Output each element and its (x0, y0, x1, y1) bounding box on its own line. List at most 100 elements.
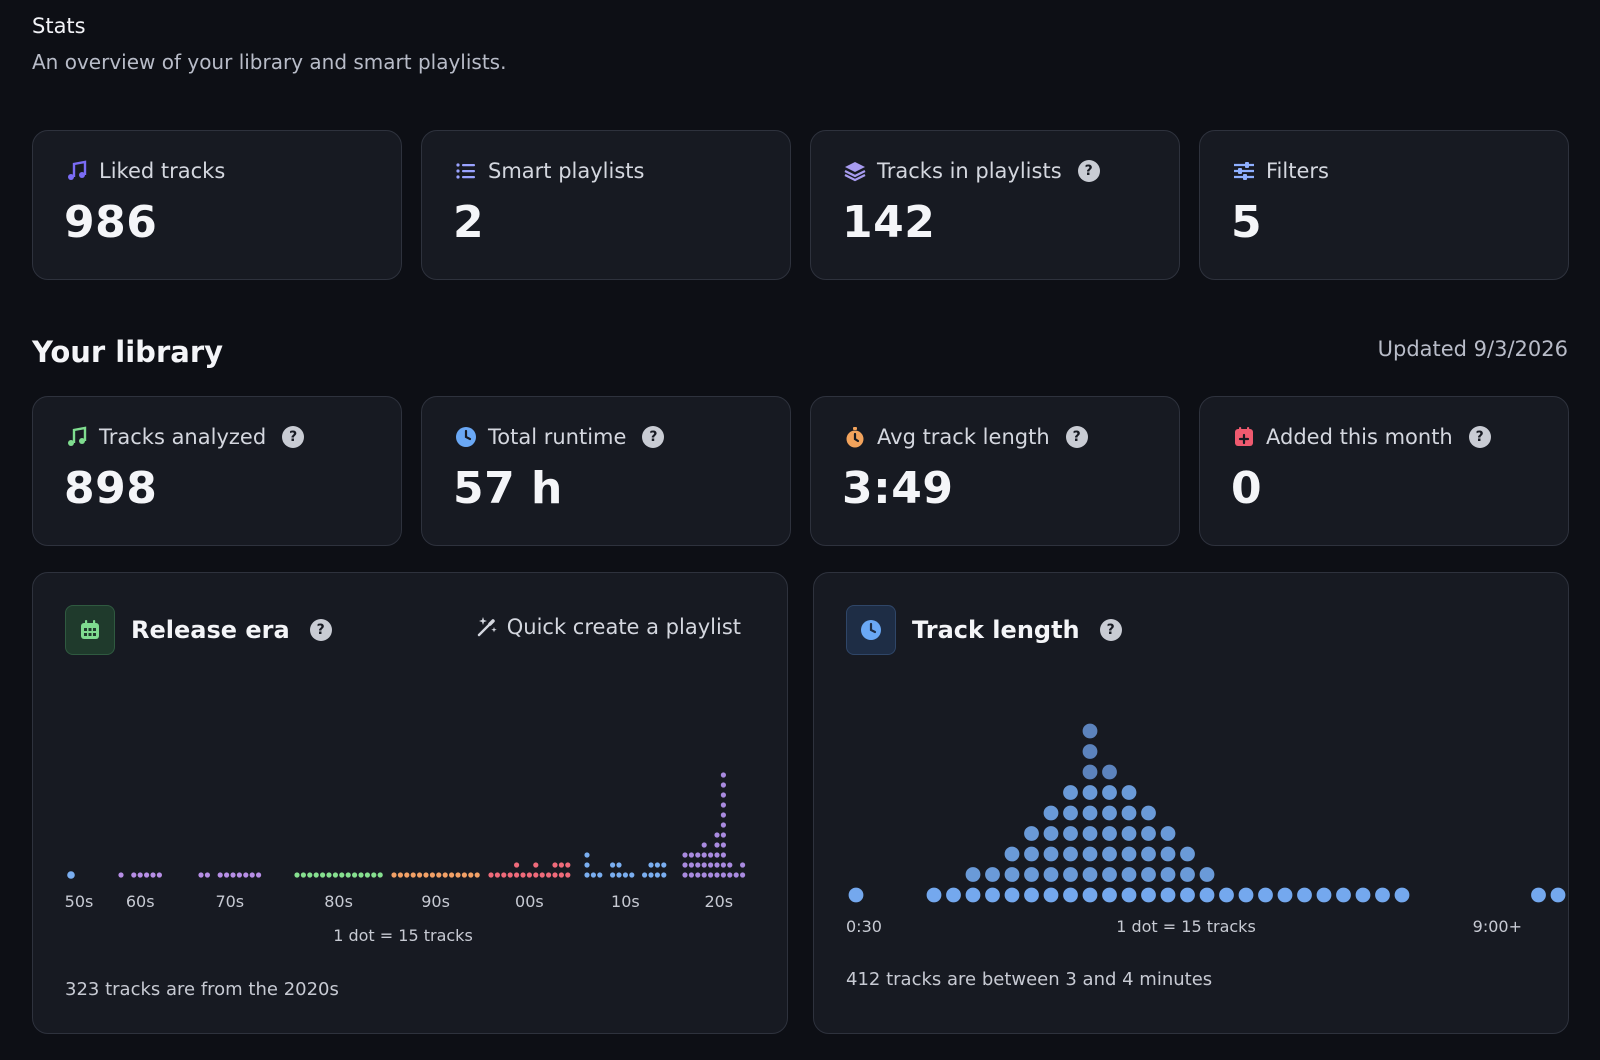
era-dot (610, 872, 616, 878)
track-length-panel: Track length ? 0:30 9:00+ 1 dot = 15 track… (813, 572, 1569, 1034)
era-dot (682, 862, 688, 868)
length-dot (1102, 887, 1117, 903)
help-icon[interactable]: ? (282, 426, 305, 448)
length-dot (1063, 887, 1078, 903)
length-dot (1063, 867, 1078, 882)
era-dot (488, 872, 494, 878)
length-dot (1258, 887, 1273, 903)
era-dot (429, 872, 435, 878)
era-tick-label: 10s (611, 892, 640, 911)
era-tick-label: 70s (215, 892, 244, 911)
era-dot (701, 842, 707, 848)
length-dot (1141, 805, 1156, 821)
release-era-panel: Release era ? Quick create a playlist 50… (32, 572, 788, 1034)
era-dot (307, 872, 313, 878)
era-dot (565, 862, 571, 868)
era-dot (720, 802, 727, 808)
stat-card-filters: Filters 5 (1199, 130, 1569, 280)
era-dot (256, 872, 262, 878)
stat-value: 2 (453, 197, 485, 248)
era-dot (727, 872, 733, 878)
length-dot (985, 867, 1000, 882)
era-dot (514, 872, 520, 878)
era-dot (648, 872, 654, 878)
track-length-footnote: 412 tracks are between 3 and 4 minutes (846, 969, 1213, 990)
length-dot (1531, 887, 1546, 903)
era-dot (404, 872, 410, 878)
length-dot (1160, 867, 1176, 882)
stat-value: 5 (1231, 197, 1263, 248)
era-dot (364, 872, 370, 878)
length-dot (1160, 826, 1176, 841)
era-dot (243, 872, 249, 878)
sliders-icon (1232, 159, 1256, 183)
era-dot (410, 872, 416, 878)
era-dot (320, 872, 326, 878)
era-dot (714, 832, 720, 838)
length-dot (1004, 846, 1020, 862)
era-dot (642, 872, 648, 878)
era-dot (714, 872, 720, 878)
era-dot (688, 862, 695, 868)
stat-card-total-runtime: Total runtime ? 57 h (421, 396, 791, 546)
era-dot (474, 872, 480, 878)
stat-card-avg-track-length: Avg track length ? 3:49 (810, 396, 1180, 546)
era-dot (217, 872, 223, 878)
era-dot (740, 872, 746, 878)
help-icon[interactable]: ? (1077, 160, 1100, 182)
era-tick-label: 90s (421, 892, 450, 911)
era-dot (708, 852, 714, 858)
era-dot (597, 872, 603, 878)
era-dot (249, 872, 255, 878)
clock-icon (454, 425, 478, 449)
era-dot (144, 872, 150, 878)
era-dot (533, 862, 539, 868)
era-dot (708, 862, 714, 868)
length-dot (1082, 764, 1098, 780)
help-icon[interactable]: ? (309, 619, 332, 641)
length-dot (848, 887, 864, 903)
era-dot (720, 842, 727, 848)
length-dot (1199, 867, 1215, 882)
track-length-chart: 0:30 9:00+ 1 dot = 15 tracks (846, 723, 1566, 936)
era-dot (688, 852, 695, 858)
length-dot (1336, 887, 1351, 903)
era-dot (558, 862, 565, 868)
panel-title: Track length (912, 616, 1080, 644)
era-dot (339, 872, 345, 878)
page-title: Stats (32, 14, 86, 38)
length-dot (1043, 805, 1059, 821)
era-dot (720, 772, 727, 778)
era-dot (661, 862, 667, 868)
length-dot (1082, 826, 1098, 841)
help-icon[interactable]: ? (642, 426, 665, 448)
stat-label: Avg track length (877, 425, 1050, 449)
music-note-icon (65, 159, 89, 183)
help-icon[interactable]: ? (1468, 426, 1491, 448)
length-dot (1024, 846, 1039, 862)
era-dot (423, 872, 429, 878)
era-dot (332, 872, 338, 878)
era-dot (720, 822, 727, 828)
magic-wand-icon (475, 615, 499, 639)
updated-timestamp: Updated 9/3/2026 (1377, 337, 1568, 361)
length-dot (946, 887, 961, 903)
era-dot (67, 871, 75, 879)
era-dot (629, 872, 635, 878)
quick-create-playlist-button[interactable]: Quick create a playlist (475, 615, 741, 639)
stat-value: 986 (64, 197, 158, 248)
length-dot (1082, 723, 1098, 739)
era-tick-label: 80s (324, 892, 353, 911)
era-dot (131, 872, 137, 878)
clock-icon (846, 605, 896, 655)
help-icon[interactable]: ? (1065, 426, 1088, 448)
stat-card-tracks-in-playlists: Tracks in playlists ? 142 (810, 130, 1180, 280)
length-dot (1180, 846, 1195, 862)
stat-card-tracks-analyzed: Tracks analyzed ? 898 (32, 396, 402, 546)
era-dot (224, 872, 230, 878)
length-dot (1141, 826, 1156, 841)
length-dot (1082, 867, 1098, 882)
help-icon[interactable]: ? (1099, 619, 1122, 641)
length-dot (1102, 805, 1117, 821)
length-dot (1238, 887, 1254, 903)
